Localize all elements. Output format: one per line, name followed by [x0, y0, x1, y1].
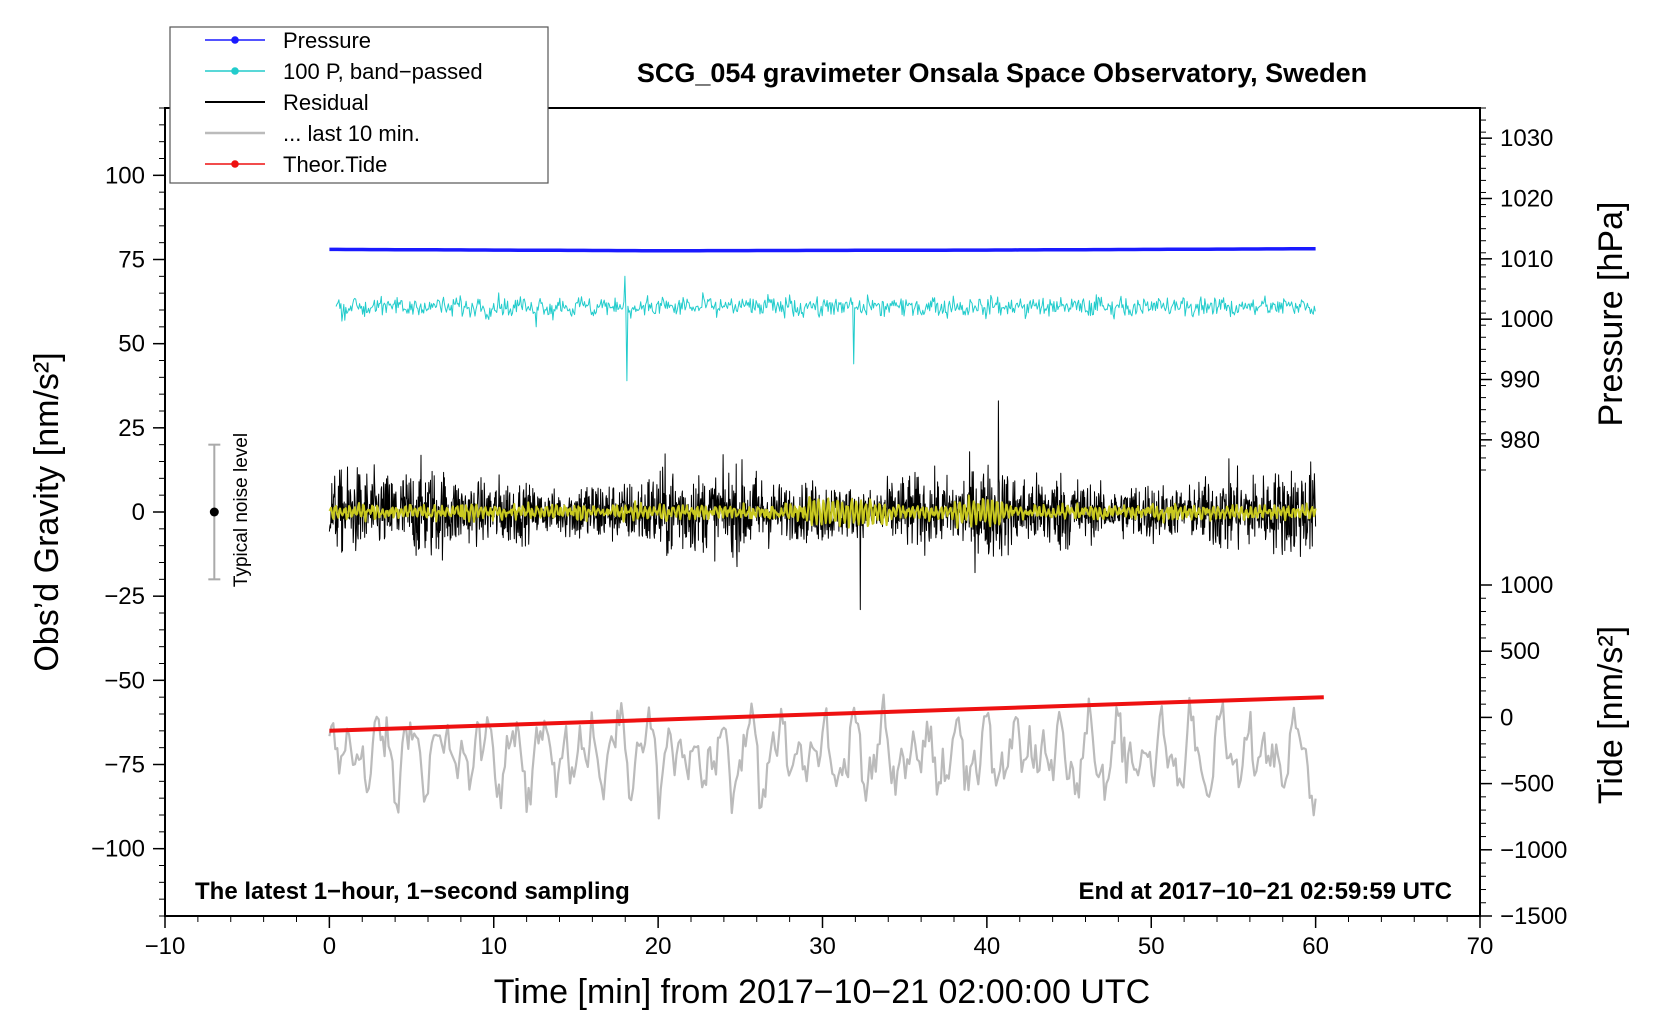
- pressure-tick-label: 980: [1500, 427, 1540, 454]
- noise-level-label: Typical noise level: [231, 433, 252, 587]
- legend-label-last10: ... last 10 min.: [283, 121, 420, 146]
- plot-series: [328, 246, 1324, 820]
- legend-box: [169, 26, 549, 184]
- y-tick-label: −50: [104, 667, 145, 694]
- pressure-axis-ticks: 980 990 1000 1010 1020 1030: [1480, 107, 1553, 471]
- x-tick-label: 30: [809, 933, 836, 960]
- residual-smoothed-line: [328, 494, 1317, 529]
- tide-line: [329, 695, 1324, 733]
- tide-tick-label: 0: [1500, 704, 1513, 731]
- pressure-tick-label: 1030: [1500, 125, 1553, 152]
- legend-label-pressure: Pressure: [283, 28, 371, 53]
- tide-tick-label: 500: [1500, 638, 1540, 665]
- y-axis-title-tide: Tide [nm/s²]: [1592, 626, 1630, 804]
- pressure-tick-label: 1020: [1500, 186, 1553, 213]
- last-10-min-line: [328, 693, 1317, 820]
- y-tick-label: 75: [118, 247, 145, 274]
- x-tick-label: 60: [1302, 933, 1329, 960]
- legend-label-band-passed: 100 P, band−passed: [283, 59, 483, 84]
- x-tick-label: 10: [480, 933, 507, 960]
- y-tick-label: 25: [118, 415, 145, 442]
- pressure-tick-label: 990: [1500, 367, 1540, 394]
- y-tick-label: −100: [91, 836, 145, 863]
- x-tick-label: 0: [323, 933, 336, 960]
- annotation-end-time: End at 2017−10−21 02:59:59 UTC: [1078, 878, 1452, 905]
- chart-title: SCG_054 gravimeter Onsala Space Observat…: [637, 58, 1367, 88]
- legend-label-tide: Theor.Tide: [283, 152, 387, 177]
- y-tick-label: −25: [104, 583, 145, 610]
- legend: Pressure 100 P, band−passed Residual ...…: [169, 26, 549, 184]
- legend-label-residual: Residual: [283, 90, 369, 115]
- y-tick-label: −75: [104, 752, 145, 779]
- tide-tick-label: −500: [1500, 771, 1554, 798]
- y-axis-title-pressure: Pressure [hPa]: [1592, 202, 1630, 427]
- tide-axis-ticks: −1500 −1000 −500 0 500 1000: [1480, 572, 1567, 930]
- x-tick-label: 70: [1467, 933, 1494, 960]
- pressure-tick-label: 1000: [1500, 306, 1553, 333]
- pressure-line: [329, 246, 1316, 253]
- x-axis-title: Time [min] from 2017−10−21 02:00:00 UTC: [494, 973, 1150, 1011]
- y-axis-title-left: Obs’d Gravity [nm/s²]: [28, 352, 66, 671]
- x-tick-label: 40: [974, 933, 1001, 960]
- tide-tick-label: −1000: [1500, 837, 1567, 864]
- x-tick-label: −10: [145, 933, 186, 960]
- legend-marker-band-passed: [231, 67, 239, 75]
- y-tick-label: 100: [105, 162, 145, 189]
- pressure-tick-label: 1010: [1500, 246, 1553, 273]
- legend-marker-pressure: [231, 36, 239, 44]
- annotation-sampling: The latest 1−hour, 1−second sampling: [195, 878, 630, 905]
- tide-tick-label: 1000: [1500, 572, 1553, 599]
- x-tick-label: 20: [645, 933, 672, 960]
- y-tick-label: 50: [118, 331, 145, 358]
- noise-level-bar: [208, 443, 221, 581]
- y-tick-label: 0: [132, 499, 145, 526]
- tide-tick-label: −1500: [1500, 903, 1567, 930]
- legend-marker-tide: [231, 160, 239, 168]
- band-passed-pressure-line: [335, 275, 1316, 382]
- x-axis-ticks: −10 0 10 20 30 40 50 60 70: [145, 916, 1494, 960]
- x-tick-label: 50: [1138, 933, 1165, 960]
- y-axis-ticks: −100 −75 −50 −25 0 25 50 75 100: [91, 107, 165, 917]
- noise-bar-center: [209, 507, 219, 517]
